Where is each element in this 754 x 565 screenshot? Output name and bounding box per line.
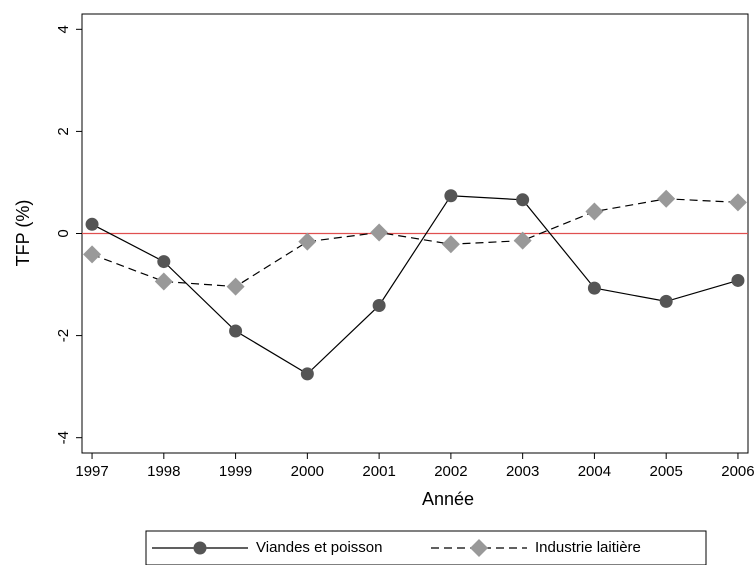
x-tick-label: 2001 <box>362 463 395 480</box>
legend-marker <box>193 541 207 555</box>
series-line <box>91 198 738 288</box>
x-tick-label: 2006 <box>721 463 754 480</box>
point <box>372 298 386 312</box>
point <box>659 294 673 308</box>
legend-label: Industrie laitière <box>535 539 641 556</box>
legend-label: Viandes et poisson <box>256 539 382 556</box>
point <box>83 245 102 264</box>
y-tick-label: -2 <box>55 329 72 342</box>
point <box>657 189 676 208</box>
series-line <box>91 195 739 375</box>
point <box>298 232 317 251</box>
x-tick-label: 2000 <box>291 463 324 480</box>
point <box>157 255 171 269</box>
point <box>300 367 314 381</box>
point <box>229 324 243 338</box>
x-tick-label: 2004 <box>578 463 611 480</box>
point <box>513 231 532 250</box>
x-tick-label: 1999 <box>219 463 252 480</box>
y-tick-label: 2 <box>55 127 72 135</box>
point <box>516 193 530 207</box>
point <box>85 217 99 231</box>
point <box>728 193 747 212</box>
y-axis-label: TFP (%) <box>13 200 33 267</box>
point <box>587 281 601 295</box>
x-axis-label: Année <box>422 489 474 509</box>
point <box>226 277 245 296</box>
y-tick-label: -4 <box>55 431 72 444</box>
point <box>731 273 745 287</box>
point <box>154 272 173 291</box>
point <box>441 235 460 254</box>
point <box>585 202 604 221</box>
x-tick-label: 2003 <box>506 463 539 480</box>
legend-marker <box>470 539 488 557</box>
point <box>444 189 458 203</box>
x-tick-label: 2005 <box>649 463 682 480</box>
x-tick-label: 1998 <box>147 463 180 480</box>
point <box>370 223 389 242</box>
y-tick-label: 0 <box>55 229 72 237</box>
x-tick-label: 1997 <box>75 463 108 480</box>
x-tick-label: 2002 <box>434 463 467 480</box>
y-tick-label: 4 <box>55 25 72 33</box>
